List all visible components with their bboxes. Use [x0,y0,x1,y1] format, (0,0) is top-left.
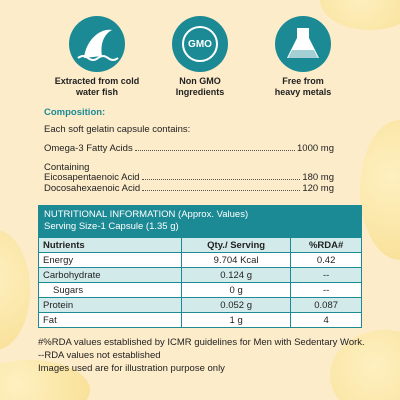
table-row: Energy 9.704 Kcal 0.42 [38,252,362,268]
main-ingredient: Omega-3 Fatty Acids 1000 mg [44,143,334,154]
line: heavy metals [274,87,332,97]
table-title: NUTRITIONAL INFORMATION (Approx. Values) [44,209,249,220]
name: Eicosapentaenoic Acid [44,172,140,183]
table-cell: 0 g [180,282,292,298]
line: Ingredients [175,87,225,97]
table-row: Sugars 0 g -- [38,282,362,298]
name: Omega-3 Fatty Acids [44,143,133,154]
flask-icon [275,16,331,72]
note: Images used are for illustration purpose… [38,363,225,374]
intro: Each soft gelatin capsule contains: [44,124,191,135]
icons: GMO [69,16,331,72]
table-row: Carbohydrate 0.124 g -- [38,267,362,283]
table-cell: 9.704 Kcal [180,252,292,268]
table-header: NUTRITIONAL INFORMATION (Approx. Values)… [38,205,362,237]
table-cell: Energy [38,252,182,268]
feature-label: Free from heavy metals [248,76,358,98]
line: Non GMO [179,76,221,86]
line: Extracted from cold [54,76,140,86]
table-cell: Carbohydrate [38,267,182,283]
table-cell: -- [290,267,362,283]
table: Nutrients Qty./ Serving %RDA# Energy 9.704 K… [38,237,362,328]
table-row: Nutrients Qty./ Serving %RDA# [38,237,362,253]
feature-label: Extracted from cold water fish [42,76,152,98]
heading: Composition: [44,107,106,118]
table-cell: 4 [290,312,362,328]
nutrition-table: NUTRITIONAL INFORMATION (Approx. Values)… [38,205,362,328]
amount: 120 mg [302,183,334,194]
line: water fish [75,87,118,97]
amount: 1000 mg [297,143,334,154]
containing: Containing [44,162,90,173]
table-cell: %RDA# [290,237,362,253]
table-cell: 0.052 g [180,297,292,313]
fish-icon [69,16,125,72]
note: --RDA values not established [38,350,161,361]
table-cell: 1 g [180,312,292,328]
table-cell: Nutrients [38,237,182,253]
line: Free from [282,76,324,86]
ingredient: Eicosapentaenoic Acid 180 mg [44,172,334,183]
table-cell: Qty./ Serving [180,237,292,253]
table-row: Protein 0.052 g 0.087 [38,297,362,313]
name: Docosahexaenoic Acid [44,183,141,194]
gmo-icon: GMO [172,16,228,72]
table-cell: 0.42 [290,252,362,268]
table-cell: Sugars [38,282,182,298]
icon-text: GMO [188,39,212,50]
amount: 180 mg [302,172,334,183]
table-cell: Protein [38,297,182,313]
table-cell: -- [290,282,362,298]
table-cell: 0.087 [290,297,362,313]
feature-label: Non GMO Ingredients [145,76,255,98]
serving-size: Serving Size-1 Capsule (1.35 g) [44,221,179,232]
ingredient: Docosahexaenoic Acid 120 mg [44,183,334,194]
table-cell: 0.124 g [180,267,292,283]
note: #%RDA values established by ICMR guideli… [38,337,365,348]
table-cell: Fat [38,312,182,328]
